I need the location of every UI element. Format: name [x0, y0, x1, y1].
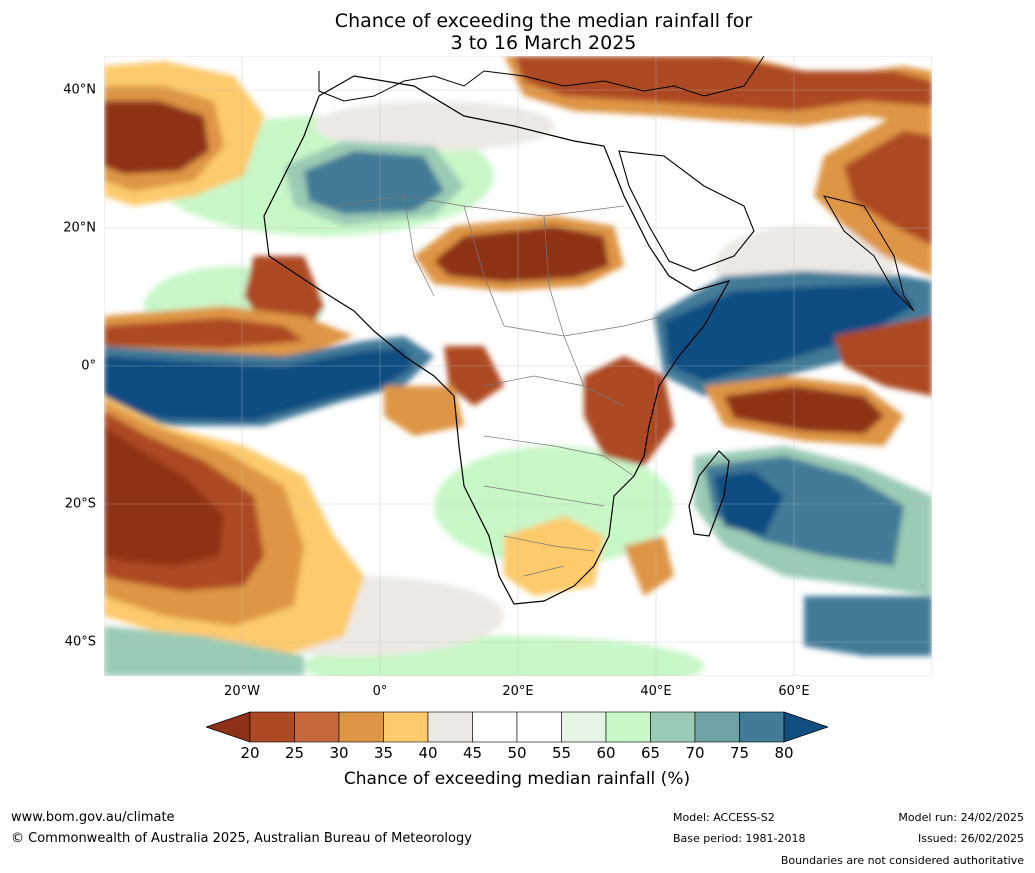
colorbar-segment	[338, 711, 384, 743]
lat-label-40n: 40°N	[63, 82, 96, 98]
colorbar-tick-label: 80	[774, 744, 794, 762]
base-period-text: Base period: 1981-2018	[673, 832, 806, 845]
colorbar-segment	[427, 711, 473, 743]
lat-label-equator: 0°	[81, 358, 96, 374]
colorbar-segment	[739, 711, 785, 743]
issued-text: Issued: 26/02/2025	[917, 832, 1024, 845]
colorbar-arrow-low	[206, 711, 251, 743]
colorbar-tick-label: 55	[551, 744, 572, 762]
colorbar-arrow-high	[783, 711, 828, 743]
colorbar-segment	[472, 711, 518, 743]
europe-coastline	[318, 56, 765, 102]
colorbar-segment	[605, 711, 651, 743]
colorbar-segment	[650, 711, 696, 743]
lon-label-40e: 40°E	[640, 684, 672, 699]
colorbar-segment	[249, 711, 295, 743]
graticule	[104, 56, 932, 676]
lon-label-60e: 60°E	[778, 684, 810, 699]
country-borders	[333, 195, 665, 577]
title-line-1: Chance of exceeding the median rainfall …	[334, 10, 753, 32]
lat-label-20n: 20°N	[63, 220, 96, 236]
lon-label-20w: 20°W	[224, 684, 260, 699]
colorbar-tick-label: 60	[596, 744, 616, 762]
colorbar-tick-label: 70	[685, 744, 705, 762]
lat-label-40s: 40°S	[64, 634, 96, 650]
colorbar-segment	[516, 711, 562, 743]
title-line-2: 3 to 16 March 2025	[450, 32, 637, 54]
madagascar-coastline	[688, 450, 730, 537]
colorbar-tick-label: 35	[373, 744, 394, 762]
colorbar-segment	[294, 711, 340, 743]
copyright-text: © Commonwealth of Australia 2025, Austra…	[11, 831, 472, 846]
website-link[interactable]: www.bom.gov.au/climate	[11, 810, 175, 825]
colorbar-tick-label: 75	[729, 744, 750, 762]
colorbar-tick-label: 50	[507, 744, 527, 762]
lon-label-20e: 20°E	[502, 684, 534, 699]
colorbar-tick-label: 30	[329, 744, 349, 762]
map-title: Chance of exceeding the median rainfall …	[0, 10, 1035, 54]
colorbar-tick-label: 40	[418, 744, 438, 762]
disclaimer-text: Boundaries are not considered authoritat…	[780, 854, 1024, 867]
colorbar-tick-label: 45	[462, 744, 483, 762]
colorbar-tick-label: 65	[640, 744, 661, 762]
lat-label-20s: 20°S	[64, 496, 96, 512]
model-text: Model: ACCESS-S2	[673, 811, 775, 824]
colorbar-segment	[383, 711, 429, 743]
india-coastline	[822, 195, 915, 312]
colorbar-segment	[694, 711, 740, 743]
colorbar-tick-label: 20	[240, 744, 260, 762]
rainfall-probability-map	[104, 56, 932, 676]
model-run-text: Model run: 24/02/2025	[898, 811, 1024, 824]
colorbar-segment	[561, 711, 607, 743]
colorbar	[206, 711, 828, 743]
lon-label-0: 0°	[372, 684, 388, 699]
arabia-coastline	[618, 150, 755, 272]
africa-coastline	[263, 75, 731, 605]
colorbar-tick-label: 25	[284, 744, 305, 762]
colorbar-label: Chance of exceeding median rainfall (%)	[343, 769, 691, 789]
